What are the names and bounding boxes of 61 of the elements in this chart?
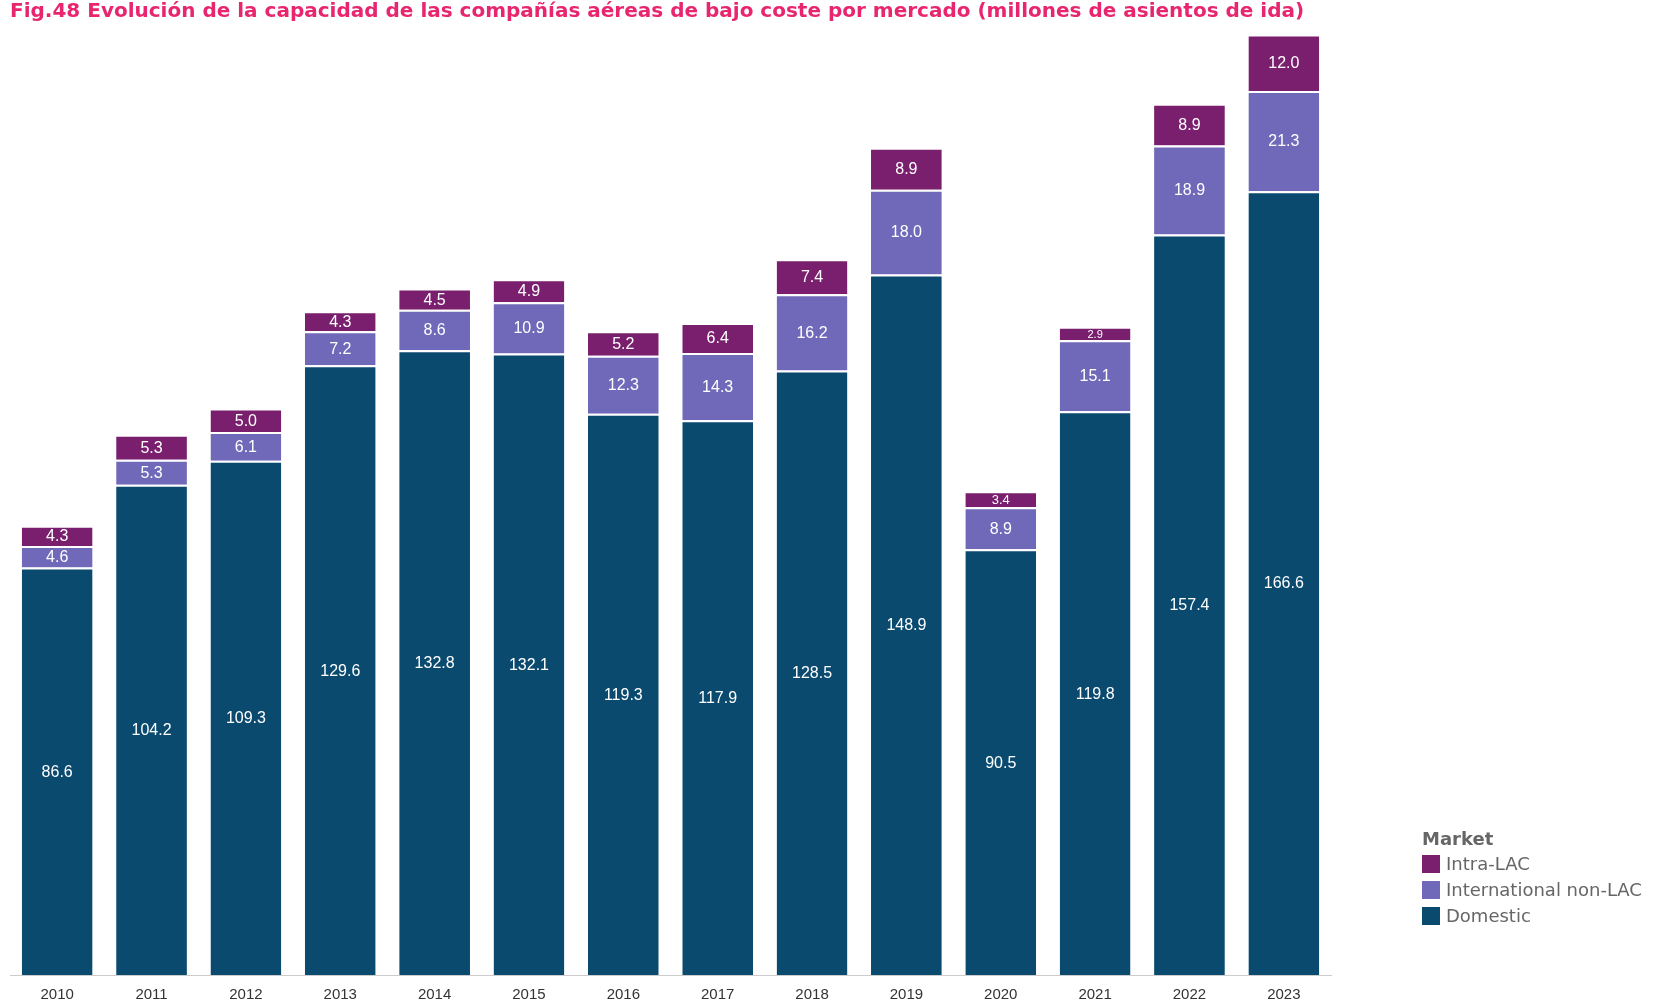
legend-label: Domestic [1446,904,1531,928]
data-label: 12.0 [1268,54,1300,72]
data-label: 21.3 [1268,132,1300,150]
data-label: 5.0 [234,411,258,429]
data-label: 4.5 [423,290,446,308]
data-label: 8.9 [989,519,1012,537]
data-label: 104.2 [131,721,172,739]
data-label: 10.9 [513,319,545,337]
data-label: 8.9 [1178,115,1201,133]
legend-label: International non-LAC [1446,878,1642,902]
data-label: 2.9 [1087,327,1103,340]
data-label: 8.9 [895,160,918,178]
data-label: 4.3 [46,527,69,545]
data-label: 6.1 [234,437,258,455]
x-tick-label: 2023 [1267,985,1301,1003]
data-label: 3.4 [991,491,1010,507]
data-label: 18.0 [890,223,923,241]
data-label: 4.6 [46,548,69,566]
data-label: 5.3 [140,438,163,456]
data-label: 8.6 [423,321,446,339]
data-label: 119.3 [603,685,643,703]
legend-title: Market [1422,828,1495,849]
x-tick-label: 2012 [229,985,263,1003]
x-tick-label: 2019 [889,985,924,1003]
data-label: 15.1 [1079,367,1111,385]
x-tick-label: 2010 [40,985,74,1003]
data-label: 157.4 [1169,596,1210,614]
data-label: 14.3 [702,378,734,396]
data-label: 6.4 [706,329,729,347]
data-label: 4.3 [329,312,352,330]
x-tick-label: 2011 [135,985,168,1003]
data-label: 129.6 [320,661,361,679]
x-tick-label: 2015 [512,985,546,1003]
data-label: 166.6 [1263,574,1304,592]
data-label: 128.5 [792,664,833,682]
chart-title: Fig.48 Evolución de la capacidad de las compañías aéreas de bajo coste por mercado (millones de asientos de ida) [10,0,1305,23]
data-label: 117.9 [698,689,738,707]
x-tick-label: 2018 [795,985,829,1003]
data-label: 7.4 [800,268,824,286]
x-tick-label: 2021 [1078,985,1112,1003]
data-label: 86.6 [41,762,73,780]
x-tick-label: 2020 [984,985,1018,1003]
x-tick-label: 2022 [1172,985,1207,1003]
x-tick-label: 2014 [417,985,452,1003]
x-tick-label: 2013 [323,985,357,1003]
x-tick-label: 2017 [700,985,735,1003]
data-label: 5.3 [140,463,163,481]
data-label: 18.9 [1173,181,1206,199]
data-label: 132.1 [508,655,550,673]
data-label: 132.8 [414,653,455,671]
legend-label: Intra-LAC [1446,852,1530,876]
data-label: 90.5 [985,753,1017,771]
data-label: 119.8 [1075,684,1115,702]
data-label: 148.9 [886,616,927,634]
data-label: 109.3 [225,709,267,727]
data-label: 4.9 [517,282,541,300]
data-label: 12.3 [607,376,639,394]
data-label: 5.2 [612,335,635,352]
x-tick-label: 2016 [606,985,641,1003]
data-label: 7.2 [329,339,352,357]
data-label: 16.2 [796,323,828,341]
